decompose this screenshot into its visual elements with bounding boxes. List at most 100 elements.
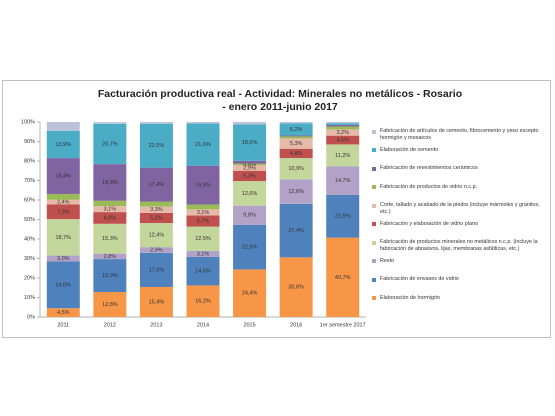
legend-label: Resto xyxy=(380,257,395,264)
legend-item: Fabricación de artículos de cemento, fib… xyxy=(372,128,550,147)
legend-swatch xyxy=(372,185,376,189)
legend-item: Fabricación y elaboración de vidrio plan… xyxy=(372,221,550,240)
legend: Fabricación de artículos de cemento, fib… xyxy=(372,128,550,313)
bar-segment xyxy=(186,285,220,317)
legend-item: Fabricación de revestimientos cerámicos xyxy=(372,165,550,184)
bar-segment xyxy=(186,204,220,210)
bar-segment xyxy=(139,223,173,248)
data-label: 16,2% xyxy=(195,299,211,305)
bar-segment xyxy=(279,122,313,124)
bar-segment xyxy=(279,135,313,137)
chart-title: Facturación productiva real - Actividad:… xyxy=(97,88,463,113)
legend-item: Resto xyxy=(372,258,550,277)
bar-segment xyxy=(139,123,173,168)
bar-segment xyxy=(186,215,220,227)
bar-segment xyxy=(279,148,313,159)
legend-label: Fabricación de artículos de cemento, fib… xyxy=(380,128,539,141)
data-label: 4,5% xyxy=(57,310,70,316)
bar-segment xyxy=(93,212,127,224)
bar-segment xyxy=(186,250,220,257)
bar-segment xyxy=(279,136,313,139)
x-tick-label: 2012 xyxy=(104,322,116,328)
data-label: 22,5% xyxy=(149,143,165,149)
data-label: 12,5% xyxy=(195,236,211,242)
bar-segment xyxy=(279,203,313,258)
bar-segment xyxy=(93,123,127,165)
bar-segment xyxy=(326,237,360,317)
data-label: 27,4% xyxy=(288,228,304,234)
y-tick-label: 30% xyxy=(24,256,35,262)
bar-segment xyxy=(46,122,80,131)
x-tick-label: 2014 xyxy=(197,322,209,328)
data-label: 2,4% xyxy=(57,200,70,206)
legend-swatch xyxy=(372,222,376,226)
data-label: 16,9% xyxy=(102,273,118,279)
bar-segment xyxy=(186,123,220,166)
bar-segment xyxy=(233,224,267,270)
legend-swatch xyxy=(372,259,376,263)
bar-segment xyxy=(326,126,360,130)
bar-segment xyxy=(186,122,220,124)
bar-segment xyxy=(326,129,360,136)
legend-item: Corte, tallado y acabado de la piedra (i… xyxy=(372,202,550,221)
data-label: 15,3% xyxy=(102,236,118,242)
x-tick-label: 2016 xyxy=(290,322,302,328)
legend-item: Fabricación de productos minerales no me… xyxy=(372,239,550,258)
bar-segment xyxy=(279,138,313,149)
bar-segment xyxy=(46,219,80,256)
bar-segment xyxy=(46,130,80,159)
legend-label: Fabricación y elaboración de vidrio plan… xyxy=(380,220,478,227)
bar-segment xyxy=(233,269,267,317)
bar-segment xyxy=(326,166,360,195)
data-label: 5,3% xyxy=(243,173,256,179)
bar-segment xyxy=(326,144,360,167)
bar-segment xyxy=(139,247,173,253)
legend-swatch xyxy=(372,148,376,152)
bar-segment xyxy=(279,257,313,317)
bar-segment xyxy=(139,252,173,287)
data-label: 6,0% xyxy=(104,215,117,221)
y-tick-label: 40% xyxy=(24,236,35,242)
bar-segment xyxy=(46,193,80,200)
bar-segment xyxy=(279,179,313,204)
data-label: 18,8% xyxy=(102,180,118,186)
data-label: 12,4% xyxy=(149,233,165,239)
legend-swatch xyxy=(372,296,376,300)
y-tick-label: 90% xyxy=(24,139,35,145)
data-label: 24,0% xyxy=(55,282,71,288)
chart-frame xyxy=(2,80,551,338)
data-label: 12,6% xyxy=(242,191,258,197)
bar-segment xyxy=(139,212,173,224)
bar-segment xyxy=(326,122,360,124)
bar-segment xyxy=(93,206,127,213)
legend-item: Fabricación de envases de vidrio xyxy=(372,276,550,295)
data-label: 20,7% xyxy=(102,141,118,147)
data-label: 3,1% xyxy=(197,210,210,216)
bar-segment xyxy=(46,199,80,205)
bar-segment xyxy=(139,286,173,317)
x-tick-label: 2015 xyxy=(243,322,255,328)
data-label: 3,0% xyxy=(57,256,70,262)
y-tick-label: 60% xyxy=(24,197,35,203)
legend-swatch xyxy=(372,129,376,134)
bar-segment xyxy=(46,158,80,194)
legend-label: Fabricación de revestimientos cerámicos xyxy=(380,165,478,171)
data-label: 5,2% xyxy=(150,215,163,221)
bar-segment xyxy=(326,124,360,127)
bar-segment xyxy=(93,122,127,124)
legend-label: Corte, tallado y acabado de la piedra (i… xyxy=(380,202,540,215)
bar-segment xyxy=(233,181,267,206)
legend-item: Fabricación de productos de vidrio n.c.p… xyxy=(372,184,550,203)
data-label: 3,2% xyxy=(336,130,349,136)
data-label: 15,4% xyxy=(149,299,165,305)
bar-segment xyxy=(139,122,173,124)
legend-swatch xyxy=(372,166,376,171)
y-tick-label: 80% xyxy=(24,158,35,164)
data-label: 3,1% xyxy=(104,207,117,213)
y-tick-label: 0% xyxy=(27,314,35,320)
data-label: 4,8% xyxy=(290,151,303,157)
data-label: 17,4% xyxy=(149,182,165,188)
bar-segment xyxy=(326,123,360,125)
